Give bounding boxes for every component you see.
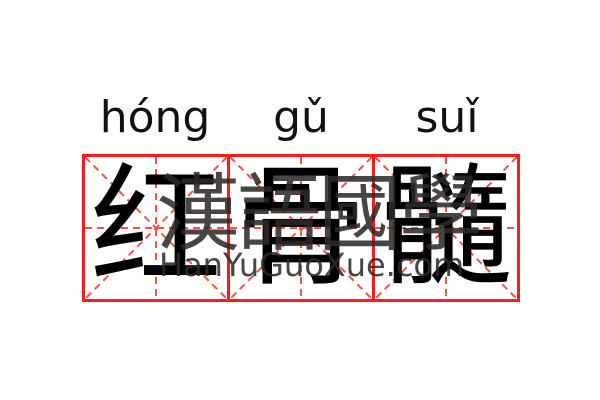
pinyin-row: hóng gǔ suǐ bbox=[82, 86, 520, 150]
tian-zi-ge-box: 红 bbox=[85, 157, 227, 299]
tian-zi-ge-box: 骨 bbox=[227, 157, 372, 299]
tian-zi-ge-box: 髓 bbox=[372, 157, 517, 299]
grid-guide-lines-icon bbox=[375, 157, 517, 299]
grid-guide-lines-icon bbox=[230, 157, 372, 299]
grid-guide-lines-icon bbox=[85, 157, 227, 299]
character-grid: 红 骨 髓 bbox=[82, 154, 520, 302]
pinyin-label: suǐ bbox=[415, 92, 479, 143]
hanzi-character: 髓 bbox=[380, 151, 512, 305]
pinyin-label: hóng bbox=[99, 92, 211, 143]
pinyin-label: gǔ bbox=[273, 92, 329, 143]
hanzi-character: 红 bbox=[90, 151, 222, 305]
hanzi-character: 骨 bbox=[235, 151, 367, 305]
